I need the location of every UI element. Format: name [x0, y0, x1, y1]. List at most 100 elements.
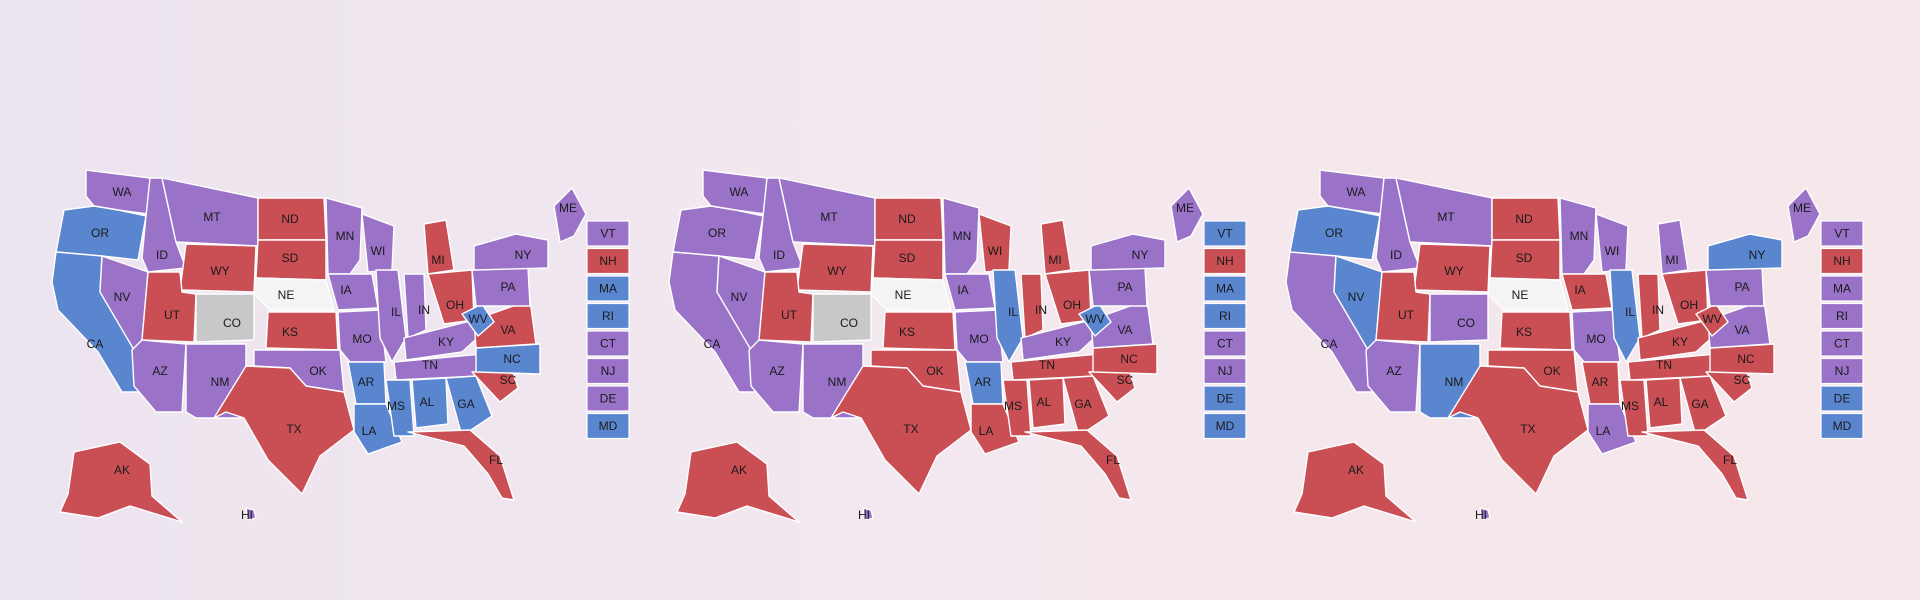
us-map-1: WAORCAIDNVMTWYUTAZCONMNDSDNEKSOKTXMNIAMO… — [51, 169, 630, 523]
state-sd-shape — [255, 239, 327, 281]
state-ak-shape — [1293, 441, 1417, 523]
state-co-shape — [1429, 293, 1489, 343]
us-map-3: WAORCAIDNVMTWYUTAZCONMNDSDNEKSOKTXMNIAMO… — [1285, 169, 1864, 523]
state-box-ri — [1820, 302, 1864, 330]
state-mt-shape — [1395, 177, 1493, 247]
state-me-shape — [1787, 187, 1821, 243]
state-mi-shape — [1657, 219, 1689, 275]
state-tx-shape — [1447, 365, 1589, 495]
state-mn-shape — [942, 197, 980, 275]
state-box-nh — [1203, 247, 1247, 275]
state-wv-shape — [1695, 303, 1729, 337]
state-wv-shape — [1078, 303, 1112, 337]
state-box-ct — [586, 330, 630, 357]
state-nd-shape — [874, 197, 944, 241]
state-ga-shape — [1679, 375, 1727, 437]
state-or-shape — [672, 205, 764, 261]
state-box-ri — [586, 302, 630, 330]
state-fl-shape — [1024, 429, 1132, 501]
state-nd-shape — [257, 197, 327, 241]
state-ms-shape — [1002, 379, 1032, 437]
state-ia-shape — [944, 273, 996, 311]
state-box-nj — [1203, 357, 1247, 385]
state-co-shape — [195, 293, 255, 343]
state-ky-shape — [403, 319, 485, 361]
state-nc-shape — [1709, 343, 1775, 375]
state-az-shape — [1365, 339, 1421, 413]
state-tx-shape — [830, 365, 972, 495]
state-mt-shape — [778, 177, 876, 247]
state-ky-shape — [1637, 319, 1719, 361]
state-az-shape — [131, 339, 187, 413]
map-panel-2: WA OR CA ID NV MT WY UT AZ CO NM ND SD NE KS OK TX MN IA MO… — [617, 0, 1257, 600]
state-ia-shape — [1561, 273, 1613, 311]
state-ia-shape — [327, 273, 379, 311]
state-il-shape — [375, 269, 407, 363]
state-ky-shape — [1020, 319, 1102, 361]
state-box-nj — [586, 357, 630, 385]
state-pa-shape — [1705, 267, 1765, 307]
state-box-vt — [1203, 220, 1247, 247]
state-ny-shape — [1707, 233, 1783, 271]
state-wi-shape — [361, 213, 395, 273]
state-co-shape — [812, 293, 872, 343]
state-mt-shape — [161, 177, 259, 247]
state-box-de — [586, 385, 630, 412]
state-nc-shape — [475, 343, 541, 375]
state-al-shape — [1028, 377, 1066, 429]
state-ga-shape — [445, 375, 493, 437]
state-al-shape — [1645, 377, 1683, 429]
state-or-shape — [55, 205, 147, 261]
state-box-vt — [1820, 220, 1864, 247]
state-la-shape — [970, 403, 1020, 455]
state-pa-shape — [1088, 267, 1148, 307]
state-box-ct — [1820, 330, 1864, 357]
state-box-ma — [1203, 275, 1247, 302]
state-box-nj — [1820, 357, 1864, 385]
state-in-shape — [403, 273, 427, 339]
map-panel-3: WA OR CA ID NV MT WY UT AZ CO NM ND SD NE KS OK TX MN IA MO… — [1234, 0, 1874, 600]
state-la-shape — [353, 403, 403, 455]
state-ar-shape — [1581, 361, 1621, 405]
state-mi-shape — [1040, 219, 1072, 275]
state-mi-shape — [423, 219, 455, 275]
state-wi-shape — [1595, 213, 1629, 273]
state-al-shape — [411, 377, 449, 429]
state-az-shape — [748, 339, 804, 413]
state-ny-shape — [1090, 233, 1166, 271]
state-hi-shape — [245, 507, 257, 521]
state-or-shape — [1289, 205, 1381, 261]
us-map-2: WAORCAIDNVMTWYUTAZCONMNDSDNEKSOKTXMNIAMO… — [668, 169, 1247, 523]
state-box-nh — [586, 247, 630, 275]
map-panel-1: WA OR CA ID NV MT WY UT AZ CO NM ND SD NE KS OK TX MN IA MO… — [0, 0, 640, 600]
state-wy-shape — [1413, 243, 1491, 293]
state-hi-shape — [862, 507, 874, 521]
state-box-de — [1203, 385, 1247, 412]
state-wy-shape — [179, 243, 257, 293]
state-box-vt — [586, 220, 630, 247]
state-hi-shape — [1479, 507, 1491, 521]
state-fl-shape — [1641, 429, 1749, 501]
state-fl-shape — [407, 429, 515, 501]
state-ks-shape — [265, 311, 339, 351]
state-mn-shape — [1559, 197, 1597, 275]
state-box-de — [1820, 385, 1864, 412]
state-in-shape — [1020, 273, 1044, 339]
state-il-shape — [992, 269, 1024, 363]
state-nc-shape — [1092, 343, 1158, 375]
state-ks-shape — [882, 311, 956, 351]
state-me-shape — [1170, 187, 1204, 243]
state-mn-shape — [325, 197, 363, 275]
state-box-md — [586, 412, 630, 440]
state-box-nh — [1820, 247, 1864, 275]
state-ak-shape — [59, 441, 183, 523]
state-box-ma — [1820, 275, 1864, 302]
state-il-shape — [1609, 269, 1641, 363]
state-ms-shape — [1619, 379, 1649, 437]
state-box-ma — [586, 275, 630, 302]
state-ga-shape — [1062, 375, 1110, 437]
state-la-shape — [1587, 403, 1637, 455]
state-wi-shape — [978, 213, 1012, 273]
state-ar-shape — [964, 361, 1004, 405]
state-box-ri — [1203, 302, 1247, 330]
